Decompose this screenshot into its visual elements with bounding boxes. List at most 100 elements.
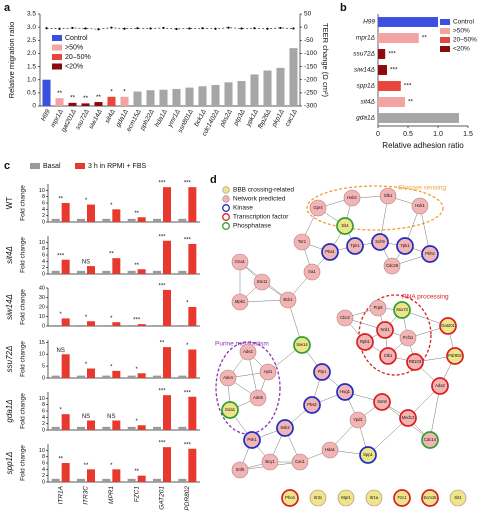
node-label: Itr1a <box>370 495 379 500</box>
bar <box>87 420 95 430</box>
y-tick-label: 8 <box>42 454 45 460</box>
node-label: Prp8 <box>374 305 384 310</box>
legend-swatch <box>440 37 450 43</box>
bar <box>137 373 146 378</box>
significance: * <box>85 198 88 204</box>
y-axis-title: Fold change <box>20 393 27 429</box>
significance: * <box>110 89 113 96</box>
node-label: Ctk1 <box>384 353 393 358</box>
bar <box>163 347 171 378</box>
node-label: Psk1 <box>247 437 257 442</box>
bar <box>81 103 90 106</box>
significance: ** <box>57 90 63 97</box>
legend-label: Network predicted <box>233 196 286 203</box>
bar <box>378 17 438 27</box>
legend-swatch <box>440 19 450 25</box>
legend-label: Control <box>453 19 475 26</box>
y-tick-label: 10 <box>39 240 45 246</box>
y-tick-label: spp1Δ <box>357 83 375 90</box>
node-label: Tpk1 <box>350 243 360 248</box>
bar <box>77 426 85 430</box>
significance: * <box>85 315 88 321</box>
legend-label: >50% <box>453 28 470 35</box>
bar <box>51 478 60 482</box>
bar <box>378 65 387 75</box>
node-label: Cac1 <box>295 459 305 464</box>
node <box>336 309 354 327</box>
node <box>439 317 457 335</box>
node <box>261 453 279 471</box>
node <box>369 299 387 317</box>
y-tick-label: 2.5 <box>27 37 36 44</box>
significance: ** <box>134 263 139 269</box>
teer-point <box>123 27 126 30</box>
significance: *** <box>184 442 192 448</box>
node-label: Ypd1 <box>353 417 363 422</box>
node <box>321 441 339 459</box>
y-tick-label: 2 <box>42 473 45 479</box>
y-tick-label: gda1Δ <box>356 115 375 122</box>
y-tick-label: 4 <box>42 415 45 421</box>
bar <box>188 349 197 378</box>
node-label: Ypk1 <box>400 243 410 248</box>
node <box>249 389 267 407</box>
bar <box>133 91 142 106</box>
node <box>336 217 354 235</box>
y-tick-label: 2.0 <box>27 50 36 57</box>
x-tick-label: GAT201 <box>159 486 166 510</box>
significance: * <box>123 89 126 96</box>
y-tick-label: 8 <box>42 402 45 408</box>
bar <box>153 375 161 378</box>
y2-tick-label: -200 <box>304 76 317 83</box>
y-tick-label: mpr1Δ <box>356 35 375 42</box>
node <box>396 237 414 255</box>
node <box>393 489 411 507</box>
y-tick-label: 6 <box>42 252 45 258</box>
bar <box>137 324 146 326</box>
y-tick-label: 0 <box>42 479 45 485</box>
bar <box>51 325 60 326</box>
node-label: Hda1 <box>325 447 336 452</box>
significance: * <box>186 301 189 307</box>
significance: ** <box>134 211 139 217</box>
bar <box>163 395 171 430</box>
node-label: Hxk2 <box>347 195 357 200</box>
node <box>411 197 429 215</box>
legend-symbol <box>222 222 230 230</box>
node <box>291 453 309 471</box>
y-tick-label: 1.5 <box>27 63 36 70</box>
legend-swatch <box>440 28 450 34</box>
y-tick-label: 1.0 <box>27 76 36 83</box>
bar <box>185 87 194 106</box>
node <box>421 431 439 449</box>
bar <box>127 325 136 326</box>
y-tick-label: 3.5 <box>27 11 36 18</box>
y-tick-label: 6 <box>42 200 45 206</box>
significance: ** <box>109 252 114 258</box>
row-label: sit4Δ <box>5 246 14 264</box>
node-label: Sit1 <box>454 495 462 500</box>
y2-tick-label: -100 <box>304 50 317 57</box>
node <box>383 257 401 275</box>
bar <box>55 98 64 106</box>
teer-point <box>84 27 87 30</box>
node <box>231 293 249 311</box>
bar <box>153 270 161 274</box>
significance: ** <box>83 95 89 102</box>
significance: NS <box>82 414 90 420</box>
node <box>303 396 321 414</box>
node-label: Ssk2 <box>280 425 290 430</box>
bar <box>163 447 171 482</box>
node <box>281 489 299 507</box>
bar <box>87 321 95 326</box>
y-tick-label: 10 <box>39 352 45 358</box>
x-tick-label: FZC1 <box>133 486 140 503</box>
panel-label: d <box>210 174 217 186</box>
node <box>337 489 355 507</box>
node <box>293 336 311 354</box>
row-label: siw14Δ <box>5 294 14 320</box>
x-tick-label: ITR3C <box>83 486 90 505</box>
teer-point <box>253 27 256 30</box>
bar <box>178 426 187 430</box>
significance: *** <box>158 389 166 395</box>
